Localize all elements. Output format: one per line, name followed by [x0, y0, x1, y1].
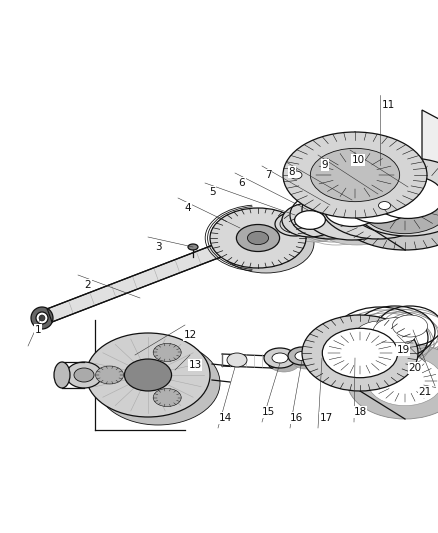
Ellipse shape — [373, 318, 417, 346]
Text: 6: 6 — [239, 178, 245, 188]
Text: 8: 8 — [289, 167, 295, 177]
Ellipse shape — [272, 353, 288, 363]
Ellipse shape — [74, 368, 94, 382]
Text: 16: 16 — [290, 413, 303, 423]
Ellipse shape — [378, 201, 391, 209]
Ellipse shape — [308, 347, 344, 369]
Ellipse shape — [347, 343, 438, 419]
Ellipse shape — [260, 225, 270, 241]
Ellipse shape — [96, 341, 220, 425]
Ellipse shape — [288, 347, 316, 365]
Text: 20: 20 — [409, 363, 421, 373]
Ellipse shape — [295, 211, 325, 229]
Ellipse shape — [367, 356, 438, 406]
Polygon shape — [422, 110, 438, 247]
Ellipse shape — [311, 148, 399, 201]
Ellipse shape — [283, 132, 427, 218]
Ellipse shape — [247, 231, 268, 245]
Text: 7: 7 — [265, 170, 271, 180]
Ellipse shape — [343, 158, 438, 236]
Ellipse shape — [353, 321, 406, 355]
Text: 4: 4 — [185, 203, 191, 213]
Ellipse shape — [31, 307, 53, 329]
Ellipse shape — [268, 352, 300, 372]
Ellipse shape — [302, 315, 418, 391]
Ellipse shape — [210, 208, 306, 268]
Ellipse shape — [295, 351, 309, 360]
Ellipse shape — [346, 185, 410, 223]
Ellipse shape — [268, 354, 276, 368]
Ellipse shape — [39, 315, 45, 321]
Ellipse shape — [325, 193, 379, 227]
Text: 5: 5 — [208, 187, 215, 197]
Ellipse shape — [36, 312, 48, 324]
Ellipse shape — [237, 224, 279, 252]
Ellipse shape — [360, 180, 438, 233]
Text: 19: 19 — [396, 345, 410, 355]
Text: 21: 21 — [418, 387, 431, 397]
Ellipse shape — [308, 202, 352, 228]
Ellipse shape — [372, 175, 438, 219]
Ellipse shape — [153, 389, 181, 407]
Text: 15: 15 — [261, 407, 275, 417]
Ellipse shape — [86, 333, 210, 417]
Text: 14: 14 — [219, 413, 232, 423]
Ellipse shape — [218, 213, 314, 273]
Ellipse shape — [264, 348, 296, 368]
Ellipse shape — [188, 244, 198, 250]
Ellipse shape — [282, 203, 338, 237]
Text: 9: 9 — [321, 160, 328, 170]
Text: 10: 10 — [351, 155, 364, 165]
Text: 1: 1 — [35, 325, 41, 335]
Polygon shape — [47, 227, 265, 322]
Ellipse shape — [95, 366, 124, 384]
Text: 18: 18 — [353, 407, 367, 417]
Ellipse shape — [290, 171, 302, 179]
Text: 3: 3 — [155, 242, 161, 252]
Text: 17: 17 — [319, 413, 332, 423]
Ellipse shape — [320, 169, 436, 239]
Text: 2: 2 — [85, 280, 91, 290]
Ellipse shape — [292, 351, 320, 369]
Ellipse shape — [307, 185, 407, 245]
Ellipse shape — [54, 362, 70, 388]
Ellipse shape — [302, 180, 402, 240]
Text: 13: 13 — [188, 360, 201, 370]
Ellipse shape — [227, 353, 247, 367]
Ellipse shape — [313, 349, 331, 359]
Ellipse shape — [304, 343, 340, 365]
Ellipse shape — [287, 208, 343, 242]
Text: 11: 11 — [381, 100, 395, 110]
Ellipse shape — [348, 163, 438, 241]
Ellipse shape — [124, 359, 172, 391]
Ellipse shape — [333, 164, 438, 250]
Text: 12: 12 — [184, 330, 197, 340]
Ellipse shape — [325, 174, 438, 244]
Ellipse shape — [322, 328, 398, 378]
Ellipse shape — [66, 362, 102, 388]
Ellipse shape — [392, 315, 427, 337]
Ellipse shape — [153, 343, 181, 361]
